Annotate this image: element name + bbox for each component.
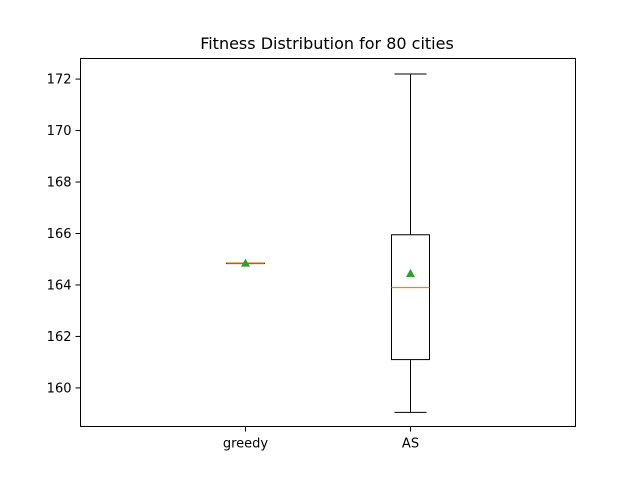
y-tick-label: 166	[47, 227, 72, 242]
y-tick-label: 172	[47, 73, 72, 88]
x-tick-label: AS	[402, 437, 419, 452]
x-axis: greedy AS	[223, 426, 419, 452]
y-tick-label: 168	[47, 176, 72, 191]
y-tick-label: 164	[47, 278, 72, 293]
box-AS	[391, 73, 430, 413]
chart-title: Fitness Distribution for 80 cities	[200, 34, 454, 53]
box-series	[226, 73, 430, 413]
y-tick-label: 170	[47, 124, 72, 139]
iqr-box	[391, 234, 430, 361]
mean-marker	[241, 258, 250, 267]
y-tick-label: 162	[47, 330, 72, 345]
box-greedy	[226, 258, 265, 267]
y-axis: 160 162 164 166 168 170 172	[47, 73, 81, 396]
plot-area-frame	[80, 58, 576, 427]
mean-marker	[406, 268, 415, 277]
x-tick-label: greedy	[223, 437, 269, 452]
y-tick-label: 160	[47, 381, 72, 396]
